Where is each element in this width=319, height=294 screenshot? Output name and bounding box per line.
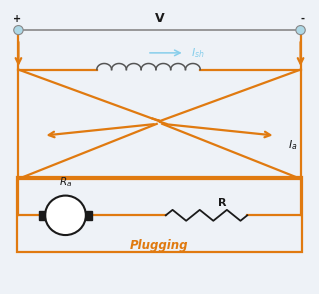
Bar: [86, 211, 92, 220]
Circle shape: [14, 26, 23, 35]
Text: +: +: [13, 14, 21, 24]
Text: R: R: [218, 198, 226, 208]
Circle shape: [45, 196, 86, 235]
Text: $I_a$: $I_a$: [288, 138, 298, 152]
Text: $I_{sh}$: $I_{sh}$: [191, 46, 204, 60]
Text: Plugging: Plugging: [130, 239, 189, 252]
Text: $E_b$: $E_b$: [63, 208, 74, 220]
Text: -: -: [300, 14, 304, 24]
Circle shape: [296, 26, 305, 35]
Text: V: V: [155, 12, 164, 25]
Bar: [39, 211, 45, 220]
Text: $R_a$: $R_a$: [59, 175, 72, 189]
